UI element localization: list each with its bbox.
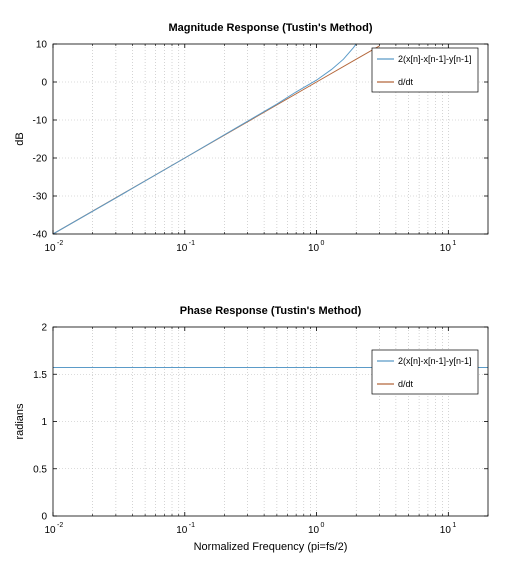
y-tick-label: -10 bbox=[33, 116, 48, 127]
grid bbox=[53, 44, 488, 234]
axes-box bbox=[52, 43, 489, 235]
x-tick-exponent: -2 bbox=[57, 522, 63, 529]
legend-label-1: d/dt bbox=[398, 379, 414, 389]
x-tick-exponent: 0 bbox=[321, 240, 325, 247]
x-tick-exponent: -2 bbox=[57, 240, 63, 247]
x-tick-exponent: -1 bbox=[189, 522, 195, 529]
y-tick-label: -40 bbox=[33, 230, 48, 241]
y-tick-label: 1 bbox=[41, 417, 47, 428]
y-tick-label: -20 bbox=[33, 154, 48, 165]
x-tick-label: 10 bbox=[44, 243, 56, 254]
x-tick-label: 10 bbox=[308, 243, 320, 254]
x-tick-label: 10 bbox=[176, 243, 188, 254]
x-tick-label: 10 bbox=[308, 525, 320, 536]
grid bbox=[53, 327, 488, 516]
x-tick-label: 10 bbox=[176, 525, 188, 536]
x-tick-exponent: 1 bbox=[452, 522, 456, 529]
x-tick-exponent: 0 bbox=[321, 522, 325, 529]
x-tick-exponent: 1 bbox=[452, 240, 456, 247]
y-tick-label: 1.5 bbox=[33, 370, 47, 381]
series-line-0 bbox=[53, 44, 357, 234]
y-tick-label: 2 bbox=[41, 323, 47, 334]
legend-label-0: 2(x[n]-x[n-1]-y[n-1] bbox=[398, 54, 472, 64]
y-tick-label: 0 bbox=[41, 78, 47, 89]
y-tick-label: 0.5 bbox=[33, 464, 47, 475]
y-tick-label: 0 bbox=[41, 512, 47, 523]
legend-label-1: d/dt bbox=[398, 77, 414, 87]
x-tick-label: 10 bbox=[44, 525, 56, 536]
y-axis-label: dB bbox=[14, 132, 26, 145]
series-group bbox=[53, 44, 380, 234]
legend-box bbox=[371, 47, 479, 93]
x-tick-label: 10 bbox=[440, 243, 452, 254]
legend: 2(x[n]-x[n-1]-y[n-1] d/dt bbox=[371, 349, 479, 395]
y-axis-label: radians bbox=[14, 403, 26, 440]
x-axis-label: Normalized Frequency (pi=fs/2) bbox=[194, 541, 348, 553]
legend-box bbox=[371, 349, 479, 395]
y-tick-label: -30 bbox=[33, 192, 48, 203]
chart-title: Phase Response (Tustin's Method) bbox=[180, 305, 362, 317]
chart-title: Magnitude Response (Tustin's Method) bbox=[168, 22, 372, 34]
x-tick-label: 10 bbox=[440, 525, 452, 536]
y-tick-label: 10 bbox=[36, 40, 48, 51]
legend: 2(x[n]-x[n-1]-y[n-1] d/dt bbox=[371, 47, 479, 93]
legend-label-0: 2(x[n]-x[n-1]-y[n-1] bbox=[398, 356, 472, 366]
x-tick-exponent: -1 bbox=[189, 240, 195, 247]
